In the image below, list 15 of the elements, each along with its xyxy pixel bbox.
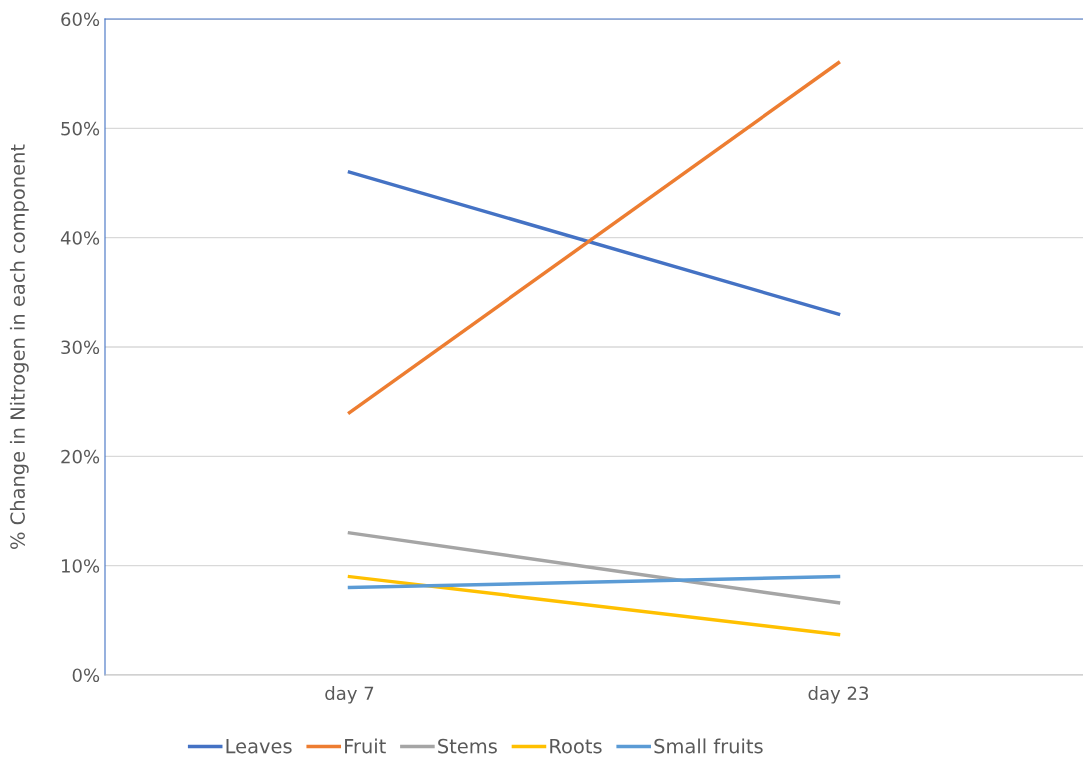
- y-tick-label: 50%: [61, 121, 100, 136]
- y-tick-label: 0%: [72, 668, 100, 683]
- y-axis-title: % Change in Nitrogen in each component: [9, 144, 29, 549]
- legend-label: Fruit: [345, 738, 386, 754]
- x-tick-label: day 7: [325, 686, 374, 704]
- y-tick-label: 60%: [61, 12, 100, 27]
- legend-label: Leaves: [226, 739, 292, 754]
- legend-label: Stems: [438, 738, 497, 754]
- y-tick-label: 10%: [61, 559, 100, 573]
- legend-label: Roots: [550, 739, 602, 754]
- x-tick-label: day 23: [808, 686, 869, 704]
- y-tick-label: 20%: [61, 449, 100, 464]
- legend-label: Small fruits: [654, 738, 763, 754]
- y-tick-label: 40%: [60, 231, 100, 245]
- y-tick-label: 30%: [61, 340, 100, 355]
